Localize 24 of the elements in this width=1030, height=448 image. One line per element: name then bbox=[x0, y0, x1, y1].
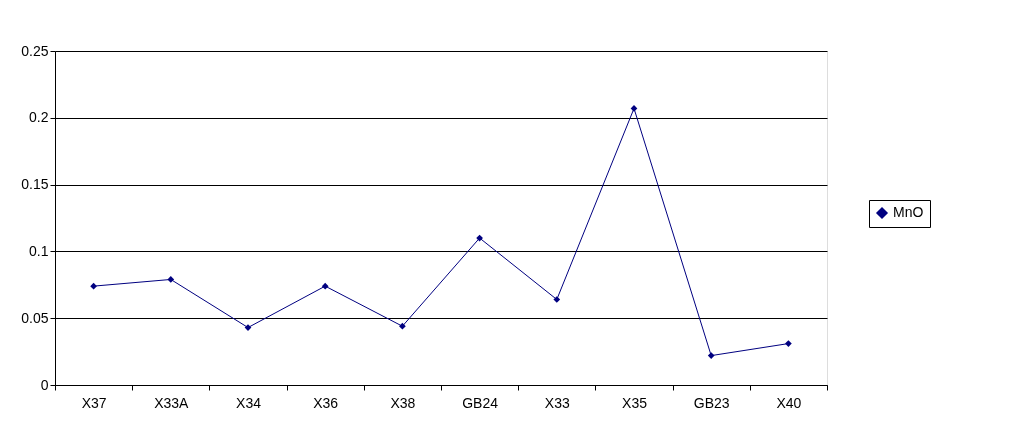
legend-label: MnO bbox=[893, 204, 924, 220]
point bbox=[321, 282, 329, 290]
x-tick-label: GB24 bbox=[462, 394, 499, 411]
x-tick-label: X34 bbox=[236, 394, 262, 411]
x-tick-label: X40 bbox=[776, 394, 802, 411]
x-tick-label: X37 bbox=[81, 394, 107, 411]
x-tick-label: X35 bbox=[622, 394, 648, 411]
y-tick-label: 0.05 bbox=[21, 309, 49, 326]
point bbox=[785, 340, 792, 347]
x-tick-label: X38 bbox=[390, 394, 416, 411]
y-tick-label: 0.25 bbox=[21, 42, 49, 59]
point bbox=[167, 276, 175, 283]
point bbox=[399, 322, 406, 330]
x-tick-label: X33A bbox=[154, 394, 190, 411]
y-tick-label: 0.15 bbox=[21, 176, 49, 193]
y-tick-label: 0 bbox=[40, 376, 49, 393]
point bbox=[90, 282, 97, 290]
point bbox=[553, 296, 561, 303]
point bbox=[707, 352, 715, 359]
x-tick-label: X33 bbox=[544, 394, 570, 411]
x-tick-label: GB23 bbox=[693, 394, 730, 411]
x-tick-label: X36 bbox=[313, 394, 339, 411]
y-tick-label: 0.2 bbox=[29, 109, 49, 126]
y-tick-label: 0.1 bbox=[29, 242, 49, 259]
